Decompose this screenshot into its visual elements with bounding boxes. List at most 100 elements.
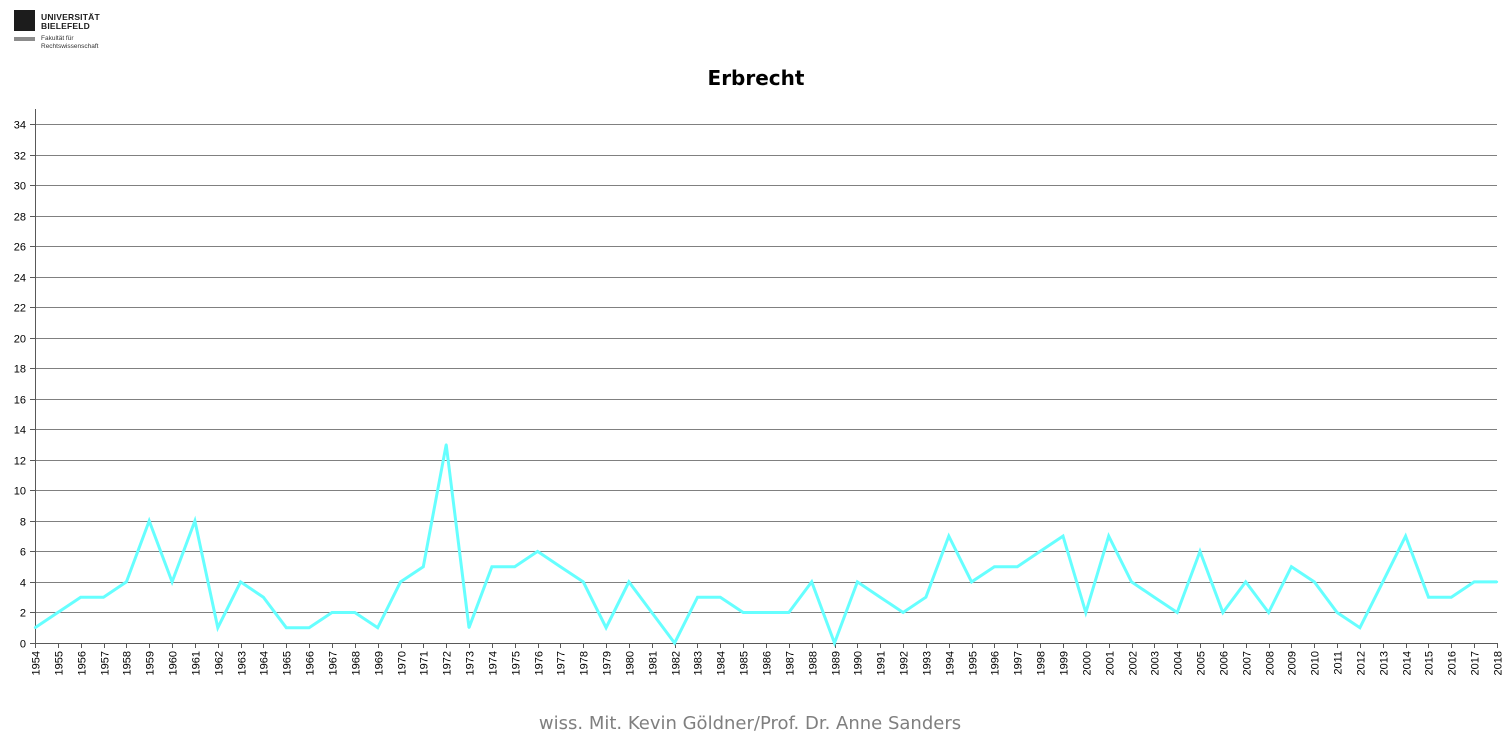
x-tick-label: 2015	[1424, 651, 1436, 675]
data-point	[193, 519, 197, 523]
y-tick-label: 32	[14, 151, 26, 163]
data-point	[787, 611, 790, 614]
x-tick-label: 1972	[442, 651, 454, 675]
data-point	[1358, 626, 1362, 629]
data-point	[467, 626, 471, 629]
x-tick-labels: 1954 1955 1956 1957 1958 1959 1960 1961 1962 1963…	[31, 651, 1505, 675]
x-tick-label: 1990	[853, 651, 865, 675]
x-tick-label: 1994	[945, 651, 957, 675]
y-tick-label: 16	[14, 395, 26, 407]
x-tick-label: 1962	[214, 651, 226, 675]
y-tick-label: 18	[14, 364, 26, 376]
x-tick-label: 1970	[397, 651, 409, 675]
x-tick-label: 1981	[648, 651, 660, 675]
data-point	[1244, 580, 1247, 584]
data-point	[79, 596, 82, 599]
data-point	[1198, 550, 1202, 553]
y-tick-label: 34	[14, 120, 26, 132]
data-point	[1313, 580, 1316, 584]
data-point	[582, 580, 585, 584]
data-point	[422, 565, 425, 568]
logo-university-name: UNIVERSITÄT BIELEFELD	[41, 13, 131, 31]
data-point	[1381, 580, 1385, 584]
data-point	[833, 641, 836, 645]
data-point	[239, 580, 242, 584]
data-point	[993, 565, 996, 568]
data-point	[307, 626, 311, 629]
x-tick-label: 1966	[305, 651, 317, 675]
logo-square-icon	[14, 10, 35, 31]
logo-name-line2: BIELEFELD	[41, 21, 91, 31]
x-tick-label: 1993	[922, 651, 934, 675]
logo-faculty-line1: Fakultät für	[41, 35, 74, 42]
x-tick-label: 2013	[1379, 651, 1391, 675]
data-point	[376, 626, 379, 629]
x-tick-label: 2011	[1333, 651, 1345, 675]
x-tick-label: 2010	[1310, 651, 1322, 675]
x-tick-label: 1971	[419, 651, 431, 675]
x-tick-label: 1986	[762, 651, 774, 675]
x-tick-label: 1983	[693, 651, 705, 675]
data-point	[148, 519, 151, 523]
x-tick-label: 2017	[1470, 651, 1482, 675]
x-tick-label: 1987	[785, 651, 797, 675]
data-point	[33, 626, 37, 629]
y-tick-label: 4	[20, 578, 26, 590]
x-tick-label: 1984	[716, 651, 728, 675]
x-tick-label: 1980	[625, 651, 637, 675]
x-tick-label: 1956	[77, 651, 89, 675]
axes	[30, 109, 1498, 648]
x-tick-label: 1964	[259, 651, 271, 675]
x-tick-label: 2005	[1196, 651, 1208, 675]
data-point	[56, 611, 59, 614]
x-tick-label: 1968	[351, 651, 363, 675]
x-tick-label: 1991	[876, 651, 888, 675]
x-tick-label: 1959	[145, 651, 157, 675]
data-point	[170, 580, 174, 584]
data-point	[445, 443, 448, 446]
x-tick-label: 1969	[374, 651, 386, 675]
data-point	[1221, 611, 1225, 614]
data-point	[1495, 580, 1499, 584]
data-point	[970, 580, 973, 584]
chart-title: Erbrecht	[707, 66, 805, 90]
y-tick-label: 6	[20, 547, 26, 559]
x-tick-label: 1985	[739, 651, 751, 675]
data-point	[399, 580, 402, 584]
data-point	[125, 580, 128, 584]
data-point	[901, 611, 905, 614]
data-point	[330, 611, 334, 614]
data-point	[559, 565, 562, 568]
data-point	[742, 611, 745, 614]
y-tick-label: 30	[14, 181, 26, 193]
data-point	[1107, 534, 1110, 538]
x-tick-label: 1998	[1036, 651, 1048, 675]
data-point	[764, 611, 768, 614]
data-point	[353, 611, 356, 614]
x-tick-label: 2002	[1128, 651, 1140, 675]
y-tick-label: 28	[14, 212, 26, 224]
x-tick-label: 1958	[122, 651, 134, 675]
logo-faculty-line2: Rechtswissenschaft	[41, 42, 99, 50]
x-tick-label: 1961	[191, 651, 203, 675]
x-tick-label: 1965	[282, 651, 294, 675]
data-point	[856, 580, 859, 584]
x-tick-label: 1975	[511, 651, 523, 675]
x-tick-label: 1982	[671, 651, 683, 675]
y-tick-label: 10	[14, 486, 26, 498]
x-tick-label: 2006	[1219, 651, 1231, 675]
x-tick-label: 1967	[328, 651, 340, 675]
data-point	[102, 596, 105, 599]
data-point	[1176, 611, 1179, 614]
y-tick-label: 20	[14, 334, 26, 346]
data-point	[673, 641, 676, 645]
x-tick-label: 1996	[990, 651, 1002, 675]
x-tick-label: 1988	[808, 651, 820, 675]
x-tick-label: 1997	[1013, 651, 1025, 675]
x-tick-label: 1999	[1059, 651, 1071, 675]
x-tick-label: 2014	[1402, 651, 1414, 675]
data-point	[1153, 596, 1156, 599]
data-point	[947, 534, 950, 538]
data-point	[1016, 565, 1019, 568]
data-point	[719, 596, 722, 599]
